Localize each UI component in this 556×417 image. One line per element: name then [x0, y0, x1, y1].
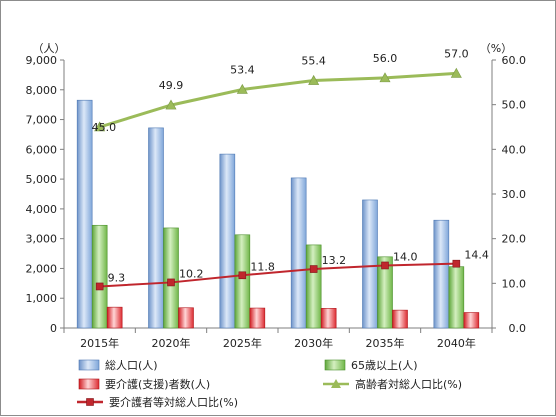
- square-marker: [381, 261, 389, 270]
- legend-swatch: [78, 378, 100, 390]
- square-marker: [238, 271, 247, 280]
- right-tick-label: 30.0: [502, 188, 527, 201]
- left-tick-label: 7,000: [26, 114, 58, 127]
- triangle-marker: [236, 83, 248, 94]
- right-tick-label: 60.0: [502, 54, 527, 67]
- right-tick-label: 50.0: [502, 99, 527, 112]
- line-series-1: [99, 71, 457, 129]
- triangle-marker: [379, 72, 391, 83]
- line-data-label: 11.8: [250, 260, 274, 273]
- right-axis-unit: （%）: [480, 42, 512, 55]
- line-data-label: 56.0: [373, 52, 398, 65]
- line-data-label: 55.4: [301, 55, 326, 68]
- triangle-marker: [308, 74, 320, 85]
- right-tick-label: 10.0: [502, 277, 527, 290]
- bar-1: [290, 177, 307, 329]
- legend-swatch: [78, 359, 100, 371]
- right-tick-label: 0.0: [509, 322, 527, 335]
- legend-swatch: [324, 359, 346, 371]
- right-tick-label: 40.0: [502, 143, 527, 156]
- square-marker: [95, 282, 104, 291]
- line-data-label: 10.2: [179, 267, 204, 280]
- triangle-marker: [94, 121, 106, 132]
- legend-label: 高齢者対総人口比(%): [355, 377, 462, 391]
- square-marker: [309, 265, 318, 273]
- right-tick-label: 20.0: [502, 233, 527, 246]
- line-data-label: 57.0: [444, 47, 469, 60]
- bar-3: [178, 307, 194, 329]
- left-tick-label: 3,000: [26, 233, 58, 246]
- left-tick-label: 4,000: [26, 203, 58, 216]
- category-label: 2020年: [152, 336, 191, 350]
- bar-2: [91, 224, 108, 329]
- bar-2: [305, 244, 322, 329]
- category-label: 2035年: [366, 336, 405, 350]
- left-tick-label: 1,000: [26, 292, 58, 305]
- bar-3: [320, 308, 337, 329]
- bar-2: [377, 256, 393, 329]
- line-data-label: 49.9: [159, 79, 184, 92]
- left-tick-label: 5,000: [26, 173, 58, 186]
- bar-1: [362, 199, 378, 329]
- legend-square-marker: [86, 398, 94, 406]
- category-label: 2040年: [437, 336, 476, 350]
- left-tick-label: 9,000: [26, 54, 58, 67]
- bar-3: [106, 306, 123, 329]
- square-marker: [167, 278, 175, 287]
- legend-label: 要介護(支援)者数(人): [105, 377, 210, 391]
- line-data-label: 53.4: [230, 63, 255, 76]
- category-label: 2025年: [223, 336, 262, 350]
- left-tick-label: 6,000: [26, 143, 58, 156]
- square-marker: [452, 259, 461, 268]
- bar-1: [76, 99, 93, 329]
- line-series-2: [99, 262, 457, 288]
- left-tick-label: 2,000: [26, 262, 58, 275]
- left-axis-unit: （人）: [33, 42, 66, 55]
- line-data-label: 9.3: [108, 271, 126, 284]
- bar-2: [163, 227, 179, 329]
- bar-3: [463, 312, 480, 329]
- triangle-marker: [165, 99, 177, 110]
- bar-2: [448, 266, 465, 329]
- legend-label: 要介護者等対総人口比(%): [109, 395, 238, 409]
- legend-label: 総人口(人): [105, 358, 158, 372]
- line-data-label: 14.4: [464, 249, 489, 262]
- bar-1: [433, 219, 450, 329]
- category-label: 2030年: [294, 336, 333, 350]
- left-tick-label: 8,000: [26, 84, 58, 97]
- left-tick-label: 0: [50, 322, 57, 335]
- bar-2: [234, 234, 251, 329]
- bar-3: [392, 309, 408, 329]
- line-data-label: 13.2: [322, 254, 347, 267]
- line-data-label: 14.0: [393, 250, 418, 263]
- category-label: 2015年: [80, 336, 119, 350]
- legend: 総人口(人) 65歳以上(人) 要介護(支援)者数(人) 高齢者対総人口比(%) 要介護…: [77, 358, 462, 409]
- line-data-label: 45.0: [92, 121, 117, 134]
- bar-1: [219, 153, 236, 329]
- triangle-marker: [450, 67, 462, 78]
- bar-3: [249, 307, 266, 329]
- legend-label: 65歳以上(人): [351, 359, 418, 372]
- legend-triangle-marker: [331, 379, 341, 388]
- bar-1: [148, 127, 164, 329]
